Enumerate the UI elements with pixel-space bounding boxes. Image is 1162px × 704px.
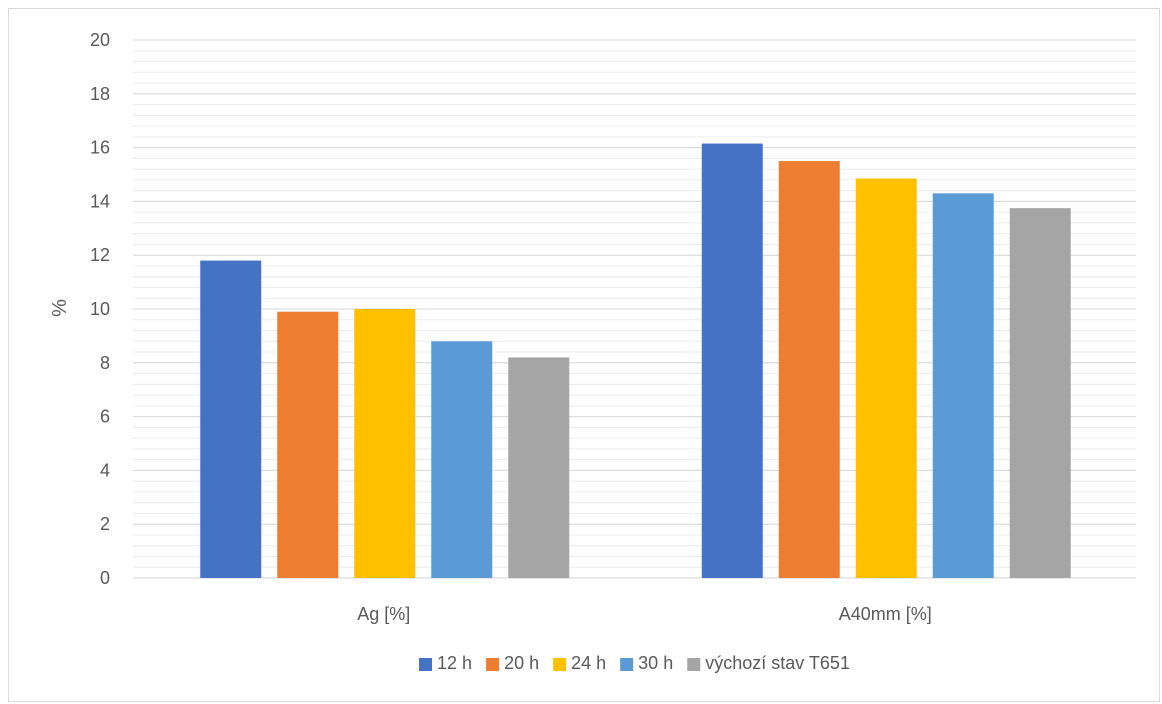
legend-item: 30 h (620, 653, 673, 673)
y-axis-title: % (49, 299, 71, 317)
legend-item: 20 h (486, 653, 539, 673)
y-tick-label: 16 (90, 138, 110, 158)
bar (354, 309, 416, 578)
bar (1009, 208, 1071, 578)
legend-label: 30 h (638, 653, 673, 673)
legend: 12 h 20 h 24 h 30 h výchozí stav T651 (419, 653, 850, 673)
bar (277, 311, 339, 578)
y-axis-ticks: 0 2 4 6 8 10 12 14 16 18 20 (90, 30, 110, 588)
y-tick-label: 14 (90, 191, 110, 211)
y-tick-label: 6 (100, 407, 110, 427)
y-tick-label: 4 (100, 460, 110, 480)
category-label: A40mm [%] (839, 604, 932, 624)
bar (855, 178, 917, 578)
bar (932, 193, 994, 578)
legend-label: 20 h (504, 653, 539, 673)
category-label: Ag [%] (357, 604, 410, 624)
legend-swatch (486, 658, 500, 671)
category-labels: Ag [%] A40mm [%] (357, 604, 932, 624)
bar (701, 143, 763, 578)
legend-swatch (687, 658, 701, 671)
bar (431, 341, 493, 578)
y-tick-label: 10 (90, 299, 110, 319)
legend-item: výchozí stav T651 (687, 653, 850, 673)
y-tick-label: 12 (90, 245, 110, 265)
legend-item: 24 h (553, 653, 606, 673)
legend-swatch (419, 658, 433, 671)
y-tick-label: 20 (90, 30, 110, 50)
legend-swatch (553, 658, 567, 671)
bars (200, 143, 1071, 579)
y-tick-label: 0 (100, 568, 110, 588)
legend-label: 24 h (571, 653, 606, 673)
legend-label: výchozí stav T651 (705, 653, 850, 673)
y-tick-label: 18 (90, 84, 110, 104)
legend-item: 12 h (419, 653, 472, 673)
legend-label: 12 h (437, 653, 472, 673)
bar (508, 357, 570, 578)
y-tick-label: 2 (100, 514, 110, 534)
legend-swatch (620, 658, 634, 671)
bar (200, 260, 262, 578)
bar (778, 161, 840, 579)
y-tick-label: 8 (100, 353, 110, 373)
